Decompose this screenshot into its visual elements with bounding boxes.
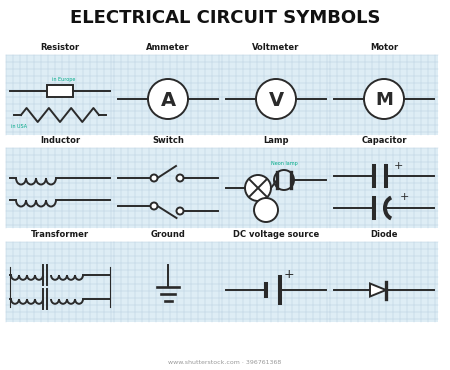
Text: Motor: Motor: [370, 43, 398, 52]
Bar: [114, 55, 222, 135]
Bar: [222, 242, 330, 322]
Text: +: +: [393, 161, 403, 171]
Bar: [222, 148, 330, 228]
Bar: [222, 55, 330, 135]
Text: Ground: Ground: [151, 230, 185, 239]
Circle shape: [176, 208, 184, 215]
Bar: [6, 148, 114, 228]
Text: Transformer: Transformer: [31, 230, 89, 239]
Circle shape: [150, 175, 158, 182]
Circle shape: [245, 175, 271, 201]
Circle shape: [150, 202, 158, 209]
Text: A: A: [161, 91, 176, 110]
Text: ELECTRICAL CIRCUIT SYMBOLS: ELECTRICAL CIRCUIT SYMBOLS: [70, 9, 380, 27]
Bar: [114, 242, 222, 322]
Bar: [114, 148, 222, 228]
Bar: [330, 148, 438, 228]
Bar: [6, 55, 114, 135]
Text: Voltmeter: Voltmeter: [252, 43, 300, 52]
Bar: [6, 242, 114, 322]
Circle shape: [254, 198, 278, 222]
Text: Resistor: Resistor: [40, 43, 80, 52]
Circle shape: [364, 79, 404, 119]
Polygon shape: [370, 283, 386, 296]
Text: +: +: [284, 269, 294, 282]
Bar: [47, 85, 73, 97]
Text: in USA: in USA: [11, 124, 27, 129]
Circle shape: [256, 79, 296, 119]
Text: Diode: Diode: [370, 230, 398, 239]
Text: Lamp: Lamp: [263, 136, 289, 145]
Text: Ammeter: Ammeter: [146, 43, 190, 52]
Circle shape: [176, 175, 184, 182]
Bar: [330, 242, 438, 322]
Text: Neon lamp: Neon lamp: [270, 161, 297, 166]
Text: +: +: [399, 192, 409, 202]
Bar: [330, 55, 438, 135]
Text: DC voltage source: DC voltage source: [233, 230, 319, 239]
Text: in Europe: in Europe: [52, 77, 76, 82]
Circle shape: [148, 79, 188, 119]
Text: M: M: [375, 91, 393, 109]
Text: Inductor: Inductor: [40, 136, 80, 145]
Text: V: V: [269, 91, 284, 110]
Text: www.shutterstock.com · 396761368: www.shutterstock.com · 396761368: [168, 360, 282, 366]
Text: Switch: Switch: [152, 136, 184, 145]
Text: Capacitor: Capacitor: [361, 136, 407, 145]
